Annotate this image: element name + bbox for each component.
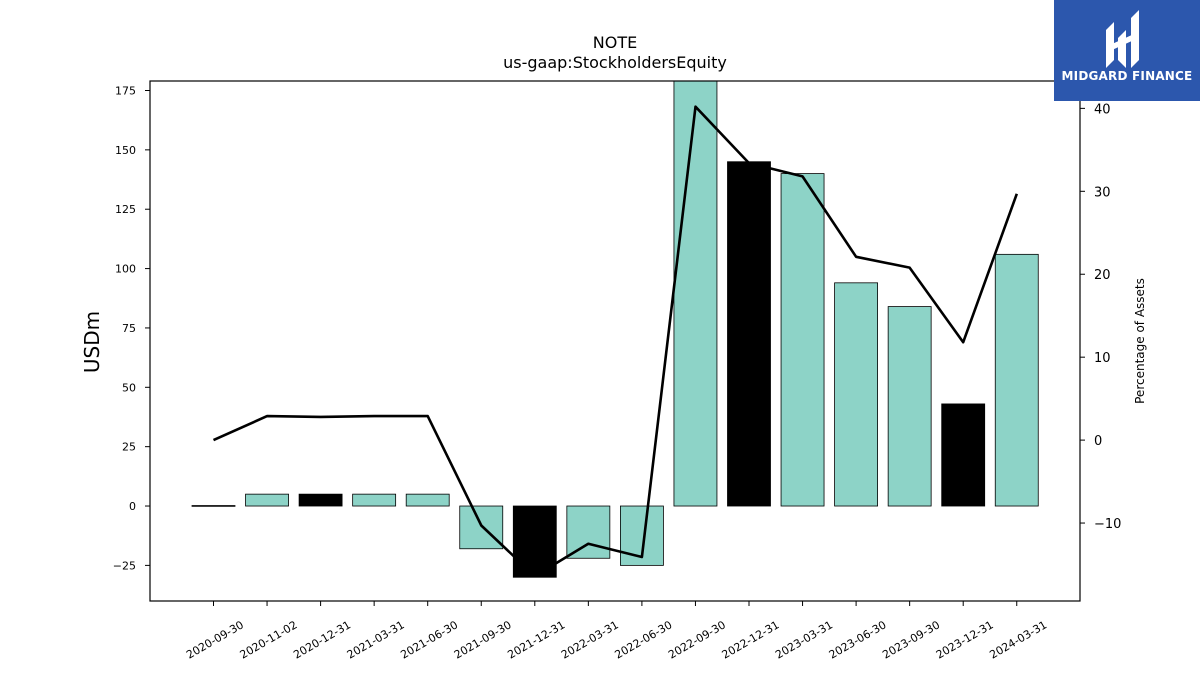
x-tick-label: 2024-03-31 (987, 618, 1049, 661)
bar (191, 505, 236, 507)
x-tick-label: 2021-09-30 (452, 618, 514, 661)
y2-tick-label: 0 (1094, 434, 1102, 449)
y-tick-label: 0 (129, 500, 136, 513)
y2-axis-label: Percentage of Assets (1133, 278, 1147, 404)
y-tick-label: 50 (122, 381, 136, 394)
y-axis-label: USDm (80, 311, 104, 373)
bar (245, 493, 289, 507)
bar (834, 282, 878, 507)
y2-tick-label: 30 (1094, 185, 1111, 200)
x-tick-label: 2020-12-31 (291, 618, 353, 661)
y2-tick-label: 40 (1094, 102, 1111, 117)
plot-frame (149, 80, 1081, 602)
x-tick-label: 2022-06-30 (613, 618, 675, 661)
y-tick-label: 25 (122, 441, 136, 454)
bar (298, 493, 343, 507)
x-tick-label: 2021-03-31 (345, 618, 407, 661)
x-tick-label: 2020-11-02 (238, 618, 300, 661)
y2-tick-label: 10 (1094, 351, 1111, 366)
bar (512, 505, 557, 578)
bar (780, 173, 825, 507)
x-tick-label: 2023-09-30 (880, 618, 942, 661)
bar (405, 493, 450, 507)
y-tick-label: 125 (115, 203, 136, 216)
x-tick-label: 2022-09-30 (666, 618, 728, 661)
brand-logo: MIDGARD FINANCE (1054, 0, 1200, 101)
bar (727, 161, 771, 507)
chart-title: NOTE (593, 33, 637, 52)
x-tick-label: 2023-03-31 (773, 618, 835, 661)
logo-mark-icon (1106, 10, 1139, 68)
y-tick-label: 75 (122, 322, 136, 335)
bar (673, 81, 718, 507)
x-tick-label: 2022-03-31 (559, 618, 621, 661)
line-series (212, 105, 1019, 578)
bar (459, 505, 504, 550)
bar (994, 253, 1039, 507)
y-tick-label: 150 (115, 144, 136, 157)
bar (887, 306, 932, 507)
bar-series (191, 81, 1039, 578)
x-tick-label: 2023-06-30 (827, 618, 889, 661)
bar (352, 493, 397, 507)
x-tick-label: 2020-09-30 (184, 618, 246, 661)
x-tick-label: 2021-06-30 (398, 618, 460, 661)
logo-text: MIDGARD FINANCE (1061, 69, 1193, 83)
bar (941, 403, 986, 507)
y2-tick-label: −10 (1094, 517, 1121, 532)
y-tick-label: 175 (115, 84, 136, 97)
y-tick-label: −25 (113, 559, 136, 572)
y2-tick-label: 20 (1094, 268, 1111, 283)
x-tick-label: 2023-12-31 (934, 618, 996, 661)
bar (566, 505, 611, 559)
x-tick-label: 2021-12-31 (505, 618, 567, 661)
x-tick-label: 2022-12-31 (720, 618, 782, 661)
chart-subtitle: us-gaap:StockholdersEquity (503, 53, 727, 72)
y-tick-label: 100 (115, 263, 136, 276)
plot-area: −25 0 25 50 75 100 125 150 175 −10 0 10 20 30 40 2020-0… (113, 80, 1121, 662)
